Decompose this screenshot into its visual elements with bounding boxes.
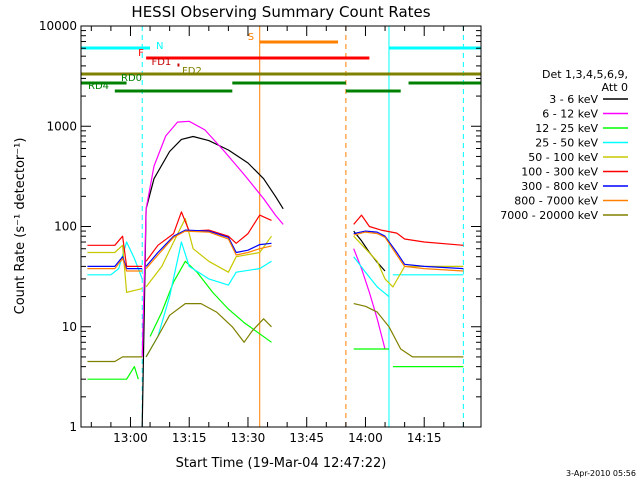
legend-label-1: 6 - 12 keV: [542, 108, 598, 121]
flag-label-fd1: FD1: [151, 57, 171, 68]
x-tick-label-5: 14:15: [407, 431, 442, 445]
series-0-segment-1: [353, 230, 386, 272]
x-tick-label-2: 13:30: [231, 431, 266, 445]
series-4-segment-1: [145, 218, 272, 288]
legend-label-0: 3 - 6 keV: [549, 93, 598, 106]
x-tick-label-3: 13:45: [289, 431, 324, 445]
series-2-segment-1: [149, 260, 272, 343]
series-1-segment-1: [353, 248, 386, 350]
legend-label-5: 100 - 300 keV: [521, 166, 598, 179]
series-7-segment-1: [145, 230, 272, 269]
legend-label-3: 25 - 50 keV: [535, 137, 598, 150]
flag-label-fd2: FD2: [182, 66, 202, 77]
series-5-segment-0: [87, 235, 143, 267]
series-5-segment-1: [145, 211, 272, 262]
series-6-segment-0: [87, 256, 143, 270]
series-7-segment-0: [87, 257, 143, 272]
flag-label-rd4: RD4: [88, 81, 109, 92]
series-6-segment-2: [353, 230, 464, 270]
legend-label-2: 12 - 25 keV: [535, 122, 598, 135]
series-2-segment-0: [87, 366, 139, 380]
y-tick-label-4: 10000: [39, 19, 77, 33]
series-8-segment-2: [353, 303, 464, 358]
y-tick-label-1: 10: [62, 320, 77, 334]
series-0-segment-0: [141, 135, 284, 428]
y-tick-label-2: 100: [54, 220, 77, 234]
legend-label-4: 50 - 100 keV: [528, 151, 598, 164]
x-tick-label-0: 13:00: [113, 431, 148, 445]
x-tick-label-4: 14:00: [348, 431, 383, 445]
series-8-segment-0: [87, 356, 143, 363]
legend-header-1: Att 0: [602, 81, 628, 94]
series-8-segment-1: [145, 303, 272, 358]
flag-label-f: F: [138, 48, 144, 59]
series-3-segment-0: [87, 241, 143, 280]
flag-label-n: N: [156, 41, 163, 52]
y-tick-label-3: 1000: [46, 119, 77, 133]
x-axis-label: Start Time (19-Mar-04 12:47:22): [176, 456, 387, 471]
series-7-segment-2: [353, 231, 464, 272]
legend-label-7: 800 - 7000 keV: [514, 195, 598, 208]
series-4-segment-0: [87, 244, 143, 293]
flag-label-rd0: RD0: [121, 73, 142, 84]
series-3-segment-2: [353, 256, 390, 298]
legend-label-6: 300 - 800 keV: [521, 180, 598, 193]
series-1-segment-0: [141, 120, 284, 357]
series-6-segment-1: [145, 229, 272, 267]
legend-header-0: Det 1,3,4,5,6,9,: [542, 68, 628, 81]
y-tick-label-0: 1: [69, 420, 77, 434]
y-axis-label: Count Rate (s⁻¹ detector⁻¹): [13, 138, 28, 315]
chart-title: HESSI Observing Summary Count Rates: [131, 3, 430, 21]
series-3-segment-1: [145, 241, 272, 358]
series-5-segment-2: [353, 214, 464, 246]
flag-label-s: S: [248, 32, 254, 43]
x-tick-label-1: 13:15: [172, 431, 207, 445]
legend-label-8: 7000 - 20000 keV: [500, 209, 598, 222]
footer-timestamp: 3-Apr-2010 05:56: [566, 469, 636, 478]
